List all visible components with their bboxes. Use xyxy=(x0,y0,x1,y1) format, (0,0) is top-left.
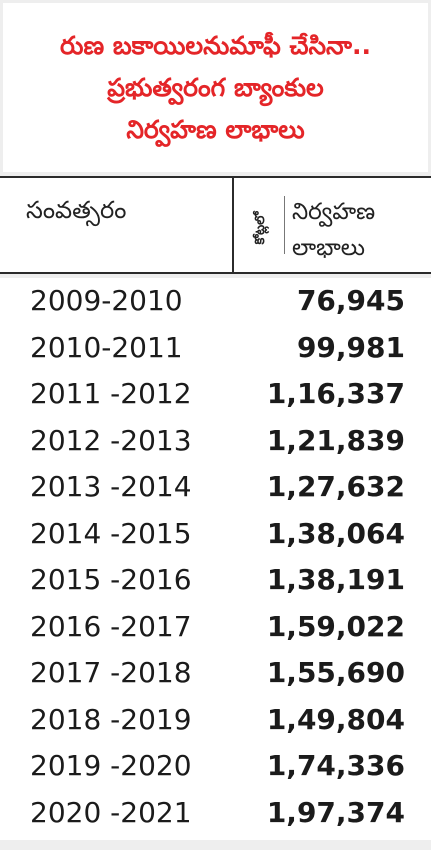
table-row: 2009-2010 76,945 xyxy=(0,280,431,326)
title-box: రుణ బకాయిలనుమాఫీ చేసినా.. ప్రభుత్వరంగ బ్… xyxy=(0,0,431,175)
profit-value-cell: 99,981 xyxy=(296,330,405,364)
unit-label-crores: కోట్లలో xyxy=(253,211,268,245)
profit-header-line-1: నిర్వహణ xyxy=(292,199,376,225)
year-cell: 2019 -2020 xyxy=(30,749,192,782)
table-row: 2014 -2015 1,38,064 xyxy=(0,513,431,559)
table-body: 2009-2010 76,945 2010-2011 99,981 2011 -2012… xyxy=(0,278,431,840)
year-cell: 2020 -2021 xyxy=(30,795,192,829)
profit-value-cell: 1,74,336 xyxy=(266,749,405,782)
year-cell: 2010-2011 xyxy=(30,330,183,364)
table-row: 2012 -2013 1,21,839 xyxy=(0,420,431,466)
title-line-1: రుణ బకాయిలనుమాఫీ చేసినా.. xyxy=(59,30,372,60)
table-row: 2018 -2019 1,49,804 xyxy=(0,699,431,745)
table-row: 2019 -2020 1,74,336 xyxy=(0,745,431,791)
table-row: 2015 -2016 1,38,191 xyxy=(0,559,431,605)
title-line-3: నిర్వహణ లాభాలు xyxy=(126,114,305,144)
year-cell: 2014 -2015 xyxy=(30,516,192,550)
year-cell: 2012 -2013 xyxy=(30,423,192,457)
table-header: సంవత్సరం కోట్లలో నిర్వహణ లాభాలు xyxy=(0,176,431,274)
profit-value-cell: 1,55,690 xyxy=(266,656,405,689)
year-cell: 2016 -2017 xyxy=(30,609,192,643)
year-cell: 2011 -2012 xyxy=(30,377,192,410)
profit-value-cell: 1,49,804 xyxy=(266,702,405,736)
year-cell: 2015 -2016 xyxy=(30,563,192,596)
profit-value-cell: 1,21,839 xyxy=(266,423,405,457)
table-row: 2016 -2017 1,59,022 xyxy=(0,606,431,652)
profit-value-cell: 1,27,632 xyxy=(266,470,405,503)
title-line-2: ప్రభుత్వరంగ బ్యాంకుల xyxy=(107,72,324,102)
table-row: 2011 -2012 1,16,337 xyxy=(0,373,431,419)
header-column-divider xyxy=(232,178,234,272)
table-row: 2020 -2021 1,97,374 xyxy=(0,792,431,838)
profit-value-cell: 1,59,022 xyxy=(266,609,405,643)
profit-value-cell: 1,97,374 xyxy=(266,795,405,829)
year-column-header: సంవత్సరం xyxy=(26,196,127,224)
profit-value-cell: 1,38,064 xyxy=(266,516,405,550)
year-cell: 2009-2010 xyxy=(30,284,183,317)
table-row: 2017 -2018 1,55,690 xyxy=(0,652,431,698)
year-cell: 2018 -2019 xyxy=(30,702,192,736)
profit-column-header: నిర్వహణ లాభాలు xyxy=(292,194,375,266)
profit-value-cell: 1,16,337 xyxy=(266,377,405,410)
profit-header-line-2: లాభాలు xyxy=(292,235,366,261)
table-row: 2010-2011 99,981 xyxy=(0,327,431,373)
profit-value-cell: 76,945 xyxy=(296,284,405,317)
profit-value-cell: 1,38,191 xyxy=(266,563,405,596)
table-row: 2013 -2014 1,27,632 xyxy=(0,466,431,512)
year-cell: 2013 -2014 xyxy=(30,470,192,503)
year-cell: 2017 -2018 xyxy=(30,656,192,689)
unit-divider xyxy=(284,196,285,254)
